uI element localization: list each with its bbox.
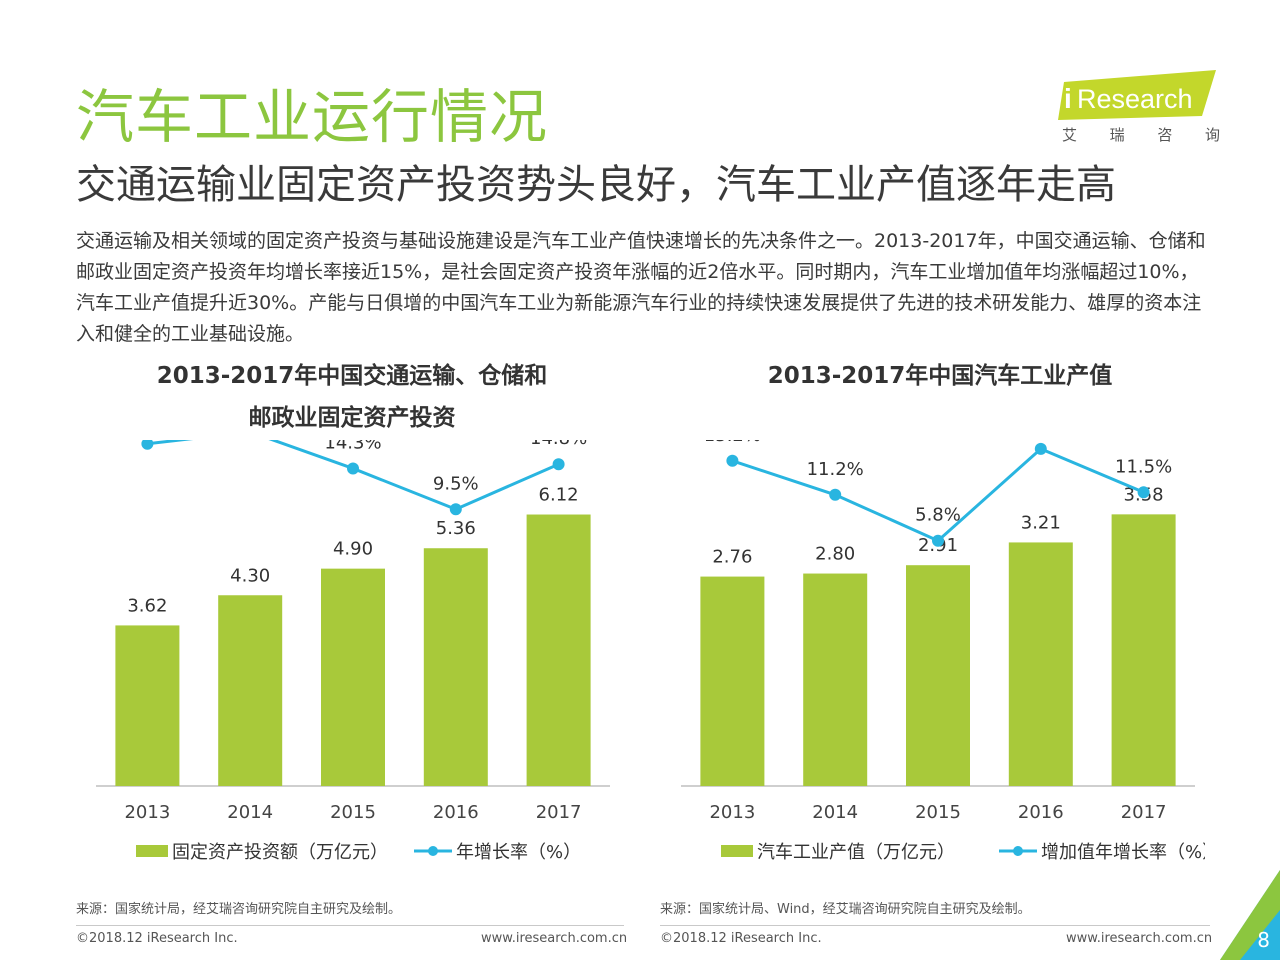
logo-research: Research <box>1077 84 1193 114</box>
chart-title-right: 2013-2017年中国汽车工业产值 <box>680 355 1200 397</box>
description-paragraph: 交通运输及相关领域的固定资产投资与基础设施建设是汽车工业产值快速增长的先决条件之… <box>76 230 1206 345</box>
chart-title-left: 2013-2017年中国交通运输、仓储和 邮政业固定资产投资 <box>92 355 612 439</box>
bar-value-label: 2.76 <box>712 547 752 568</box>
bar <box>1008 542 1073 786</box>
x-tick-label: 2013 <box>124 802 170 823</box>
legend-line-label: 年增长率（%） <box>456 842 581 863</box>
page-subtitle: 交通运输业固定资产投资势头良好，汽车工业产值逐年走高 <box>76 162 1116 208</box>
x-tick-label: 2017 <box>536 802 582 823</box>
website-left: www.iresearch.com.cn <box>481 931 628 946</box>
logo-cn-char: 艾 <box>1062 126 1078 144</box>
bar <box>115 625 180 786</box>
bar-value-label: 5.36 <box>436 518 476 539</box>
bar <box>321 568 385 786</box>
legend-line-label: 增加值年增长率（%） <box>1041 842 1205 863</box>
x-tick-label: 2014 <box>812 802 858 823</box>
bar <box>803 573 868 786</box>
line-point <box>1137 486 1150 499</box>
bar <box>700 576 765 786</box>
legend-line-marker <box>1013 846 1023 856</box>
bar-value-label: 3.62 <box>127 595 167 616</box>
legend-line-marker <box>428 846 438 856</box>
line-point <box>347 462 359 475</box>
logo-cn-char: 咨 <box>1157 126 1173 144</box>
bar-value-label: 3.21 <box>1021 512 1061 533</box>
line-value-label: 11.5% <box>1115 456 1172 477</box>
line-value-label: 11.2% <box>807 459 864 480</box>
logo-cn-char: 瑞 <box>1109 126 1125 144</box>
chart-investment: 3.62 2013 4.30 2014 4.90 2015 5.36 2016 6.12 2017… <box>96 440 610 863</box>
growth-line <box>731 447 1145 543</box>
bar-value-label: 4.30 <box>230 565 270 586</box>
line-value-label: 14.8% <box>530 440 587 449</box>
legend-bar-swatch <box>721 845 753 857</box>
logo-cn: 艾 瑞 咨 询 <box>1062 124 1220 145</box>
page-number: 8 <box>1257 928 1270 952</box>
chart-auto-output: 2.7620132.8020142.9120153.2120163.582017… <box>681 440 1205 863</box>
logo-cn-char: 询 <box>1204 126 1220 144</box>
copyright-left: ©2018.12 iResearch Inc. <box>76 931 238 946</box>
logo-i: i <box>1064 83 1072 114</box>
line-point <box>552 458 565 471</box>
bar-value-label: 2.80 <box>815 544 855 565</box>
x-tick-label: 2015 <box>915 802 961 823</box>
chart-title-line: 2013-2017年中国交通运输、仓储和 <box>156 363 548 389</box>
line-value-label: 14.3% <box>324 440 381 453</box>
x-tick-label: 2014 <box>227 802 273 823</box>
copyright-right: ©2018.12 iResearch Inc. <box>660 931 822 946</box>
line-point <box>1034 442 1047 455</box>
line-value-label: 15.2% <box>704 440 761 446</box>
x-tick-label: 2016 <box>1018 802 1064 823</box>
line-point <box>449 503 462 516</box>
bar <box>218 595 283 786</box>
website-right: www.iresearch.com.cn <box>1066 931 1213 946</box>
bar <box>526 514 591 786</box>
legend-bar-label: 固定资产投资额（万亿元） <box>172 842 388 863</box>
line-point <box>141 440 154 450</box>
legend-bar-swatch <box>136 845 168 857</box>
x-tick-label: 2015 <box>330 802 376 823</box>
x-tick-label: 2016 <box>433 802 479 823</box>
line-value-label: 5.8% <box>915 505 961 526</box>
bar-value-label: 6.12 <box>539 485 579 506</box>
line-value-label: 9.5% <box>433 473 479 494</box>
bar <box>1111 514 1176 786</box>
corner-decoration-icon <box>1220 870 1280 960</box>
chart-title-line: 邮政业固定资产投资 <box>248 405 456 431</box>
x-tick-label: 2017 <box>1121 802 1167 823</box>
bar-value-label: 4.90 <box>333 539 373 560</box>
source-note-right: 来源：国家统计局、Wind，经艾瑞咨询研究院自主研究及绘制。 <box>660 898 1210 926</box>
iresearch-logo-icon: i Research <box>1058 70 1216 120</box>
source-note-left: 来源：国家统计局，经艾瑞咨询研究院自主研究及绘制。 <box>76 898 624 926</box>
chart-title-line: 2013-2017年中国汽车工业产值 <box>767 363 1113 389</box>
line-point <box>726 454 739 467</box>
page-title: 汽车工业运行情况 <box>76 83 549 151</box>
line-point <box>829 488 842 501</box>
legend-bar-label: 汽车工业产值（万亿元） <box>757 842 955 863</box>
x-tick-label: 2013 <box>709 802 755 823</box>
line-point <box>932 534 944 547</box>
bar <box>906 565 970 786</box>
bar <box>423 548 488 786</box>
